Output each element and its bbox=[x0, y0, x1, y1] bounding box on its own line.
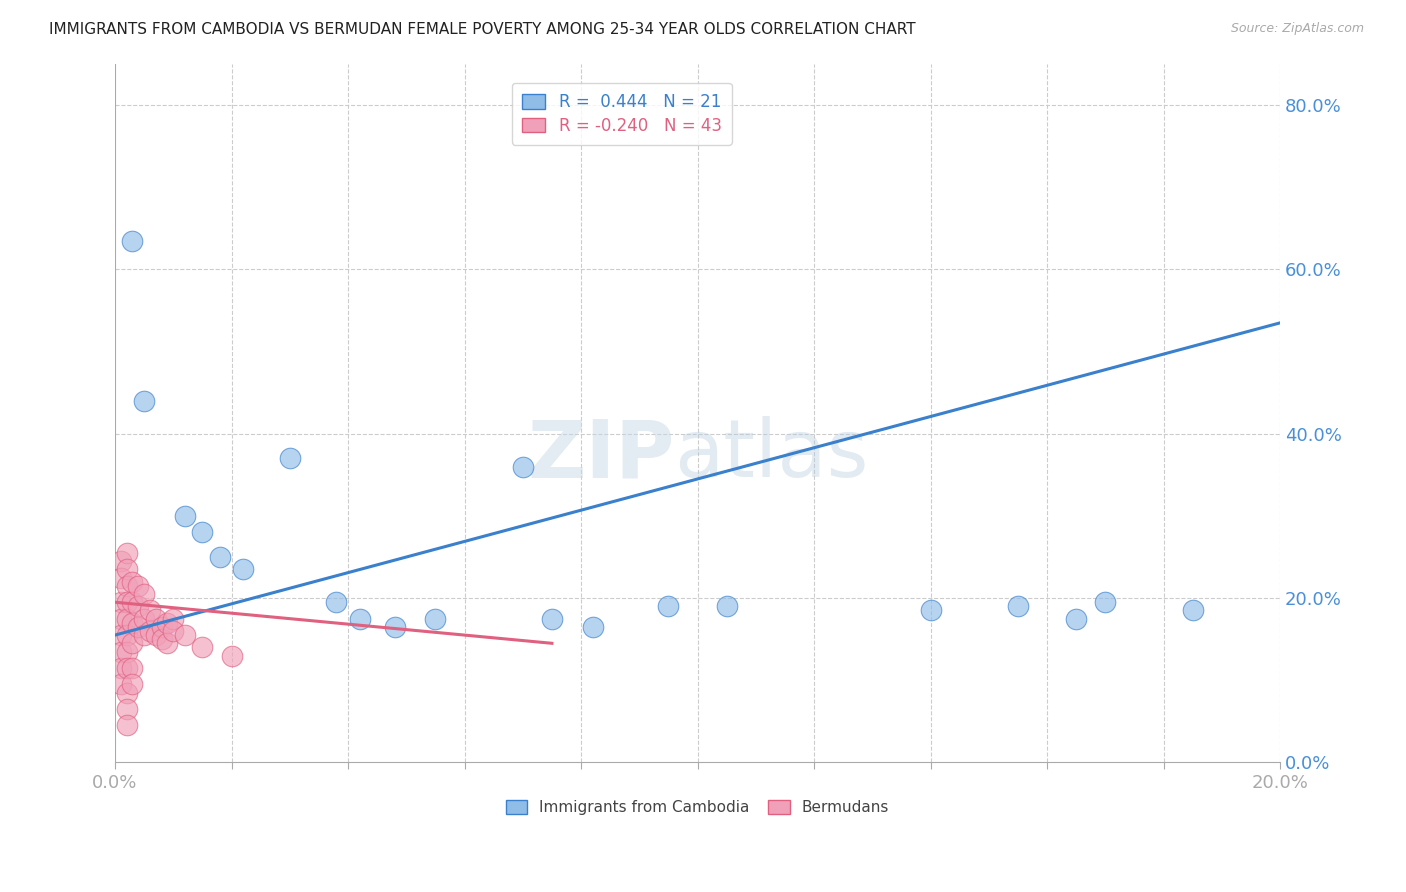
Point bbox=[716, 599, 738, 614]
Point bbox=[115, 546, 138, 560]
Point bbox=[191, 640, 214, 655]
Text: Source: ZipAtlas.com: Source: ZipAtlas.com bbox=[1230, 22, 1364, 36]
Point bbox=[134, 393, 156, 408]
Point bbox=[162, 612, 184, 626]
Point bbox=[115, 612, 138, 626]
Point bbox=[110, 554, 132, 568]
Point bbox=[110, 612, 132, 626]
Point bbox=[127, 620, 149, 634]
Point bbox=[221, 648, 243, 663]
Point bbox=[139, 624, 162, 638]
Point bbox=[232, 562, 254, 576]
Point bbox=[384, 620, 406, 634]
Point bbox=[115, 718, 138, 732]
Point bbox=[115, 685, 138, 699]
Legend: Immigrants from Cambodia, Bermudans: Immigrants from Cambodia, Bermudans bbox=[496, 791, 898, 824]
Point bbox=[278, 451, 301, 466]
Point bbox=[325, 595, 347, 609]
Point bbox=[174, 508, 197, 523]
Point bbox=[512, 459, 534, 474]
Point bbox=[174, 628, 197, 642]
Point bbox=[110, 571, 132, 585]
Point bbox=[134, 587, 156, 601]
Point bbox=[115, 562, 138, 576]
Point bbox=[145, 628, 167, 642]
Point bbox=[115, 579, 138, 593]
Point bbox=[156, 615, 179, 630]
Point bbox=[121, 677, 143, 691]
Point bbox=[121, 636, 143, 650]
Point bbox=[115, 628, 138, 642]
Point bbox=[110, 628, 132, 642]
Point bbox=[1094, 595, 1116, 609]
Point bbox=[110, 644, 132, 658]
Point bbox=[127, 599, 149, 614]
Point bbox=[145, 612, 167, 626]
Point bbox=[110, 677, 132, 691]
Point bbox=[582, 620, 605, 634]
Point bbox=[1007, 599, 1029, 614]
Point bbox=[134, 628, 156, 642]
Point bbox=[208, 549, 231, 564]
Point bbox=[110, 595, 132, 609]
Text: IMMIGRANTS FROM CAMBODIA VS BERMUDAN FEMALE POVERTY AMONG 25-34 YEAR OLDS CORREL: IMMIGRANTS FROM CAMBODIA VS BERMUDAN FEM… bbox=[49, 22, 915, 37]
Point bbox=[121, 234, 143, 248]
Text: ZIP: ZIP bbox=[527, 417, 675, 494]
Text: atlas: atlas bbox=[675, 417, 869, 494]
Point bbox=[425, 612, 447, 626]
Point bbox=[150, 620, 173, 634]
Point bbox=[349, 612, 371, 626]
Point bbox=[121, 615, 143, 630]
Point bbox=[1064, 612, 1087, 626]
Point bbox=[162, 624, 184, 638]
Point bbox=[121, 595, 143, 609]
Point bbox=[156, 636, 179, 650]
Point bbox=[121, 574, 143, 589]
Point bbox=[1181, 603, 1204, 617]
Point bbox=[115, 702, 138, 716]
Point bbox=[150, 632, 173, 647]
Point bbox=[127, 579, 149, 593]
Point bbox=[134, 612, 156, 626]
Point bbox=[920, 603, 942, 617]
Point bbox=[121, 661, 143, 675]
Point bbox=[191, 525, 214, 540]
Point bbox=[657, 599, 679, 614]
Point bbox=[139, 603, 162, 617]
Point bbox=[115, 661, 138, 675]
Point bbox=[115, 595, 138, 609]
Point bbox=[110, 661, 132, 675]
Point bbox=[115, 644, 138, 658]
Point bbox=[541, 612, 564, 626]
